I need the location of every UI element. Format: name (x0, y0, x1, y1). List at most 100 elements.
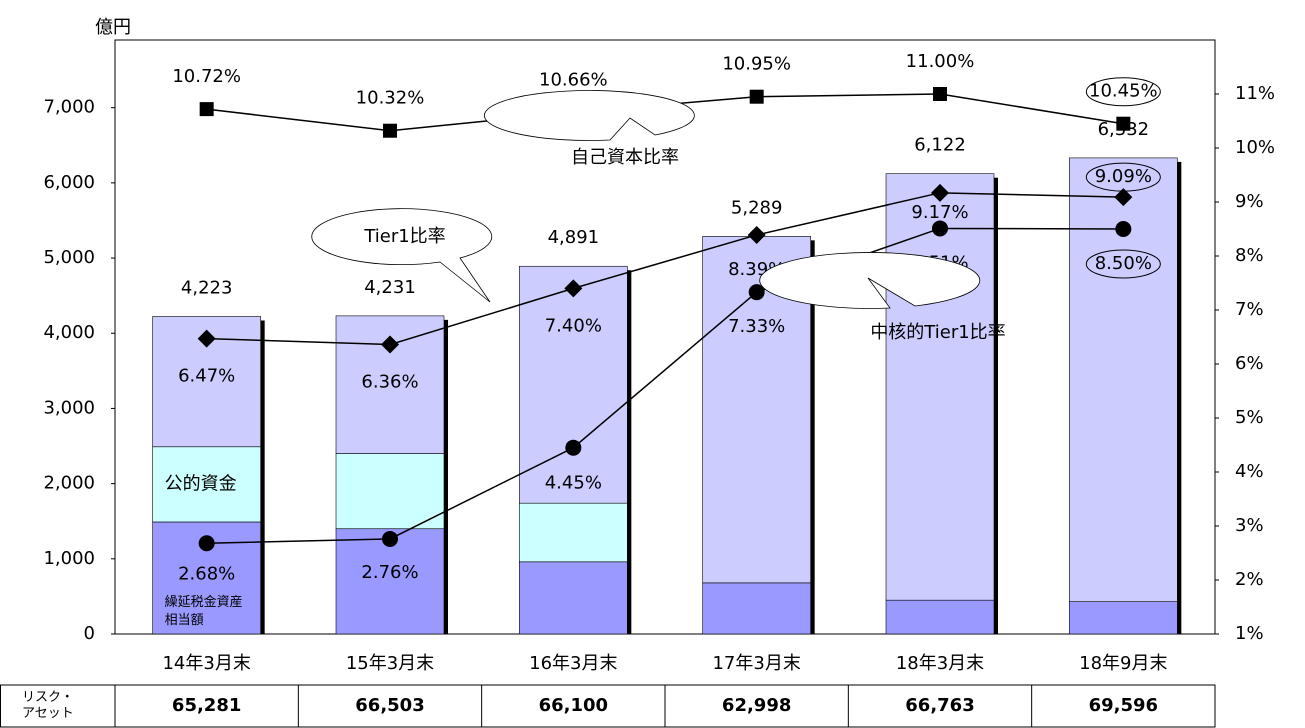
marker (747, 225, 766, 244)
y2-tick-label: 10% (1235, 137, 1275, 158)
marker (1116, 116, 1131, 131)
marker (1115, 221, 1132, 237)
table-header-line: アセット (22, 706, 74, 721)
value-label: 6.36% (361, 372, 418, 393)
marker (381, 335, 399, 354)
series-callout: Tier1比率 (363, 226, 445, 247)
series-callout: 自己資本比率 (571, 147, 679, 168)
value-label: 10.66% (539, 69, 608, 90)
value-label: 8.50% (1095, 253, 1152, 274)
y-tick-label: 6,000 (43, 172, 95, 193)
label-circle (1085, 162, 1161, 192)
y2-tick-label: 7% (1235, 299, 1264, 320)
segment-label: 公的資金 (165, 473, 237, 494)
value-label: 10.72% (172, 66, 241, 87)
marker (199, 102, 214, 117)
y2-tick-label: 2% (1235, 569, 1264, 590)
x-tick-label: 18年3月末 (896, 653, 984, 674)
y2-tick-label: 8% (1235, 245, 1264, 266)
marker (933, 87, 947, 101)
value-label: 7.40% (545, 315, 602, 336)
y-tick-label: 1,000 (43, 548, 95, 569)
bar-segment (152, 446, 261, 523)
total-label: 4,223 (181, 277, 233, 298)
total-label: 4,231 (364, 277, 416, 298)
x-tick-label: 17年3月末 (712, 653, 800, 674)
bar-shadow (260, 320, 265, 634)
value-label: 2.68% (178, 563, 235, 584)
bar-shadow (444, 319, 448, 634)
marker (748, 284, 765, 301)
marker (383, 123, 397, 138)
line (206, 227, 1124, 545)
value-label: 9.09% (1095, 166, 1152, 187)
value-label: 4.45% (545, 473, 602, 494)
x-tick-label: 18年9月末 (1079, 653, 1167, 674)
y2-tick-label: 11% (1235, 83, 1275, 104)
label-circle (1085, 77, 1161, 107)
bar-segment (1069, 601, 1178, 635)
table-cell: 62,998 (722, 695, 791, 716)
bar-segment (519, 502, 628, 563)
table-cell: 66,100 (539, 695, 608, 716)
value-label: 10.95% (722, 54, 791, 75)
value-label: 11.00% (906, 51, 975, 72)
marker (1114, 188, 1133, 207)
marker (932, 220, 948, 237)
y2-tick-label: 1% (1235, 623, 1264, 644)
table-cell: 69,596 (1089, 695, 1158, 716)
y2-tick-label: 5% (1235, 407, 1264, 428)
bar-shadow (1177, 161, 1182, 635)
value-label: 7.33% (728, 316, 785, 337)
line (206, 192, 1124, 346)
marker (749, 89, 764, 104)
table-cell: 66,503 (355, 695, 424, 716)
table-header: リスク・アセット (22, 690, 74, 721)
y-unit: 億円 (95, 17, 131, 38)
bar-shadow (994, 177, 998, 634)
bar-segment (885, 173, 995, 601)
x-tick-label: 14年3月末 (162, 653, 250, 674)
marker (564, 279, 583, 298)
bar-shadow (627, 270, 632, 634)
y2-tick-label: 6% (1235, 353, 1264, 374)
bar-segment (519, 561, 628, 635)
y-tick-label: 2,000 (43, 473, 95, 494)
table-header-line: リスク・ (22, 690, 74, 705)
x-tick-label: 16年3月末 (529, 653, 617, 674)
total-label: 6,122 (914, 135, 966, 156)
table-border (0, 684, 1216, 728)
bar-segment (702, 582, 811, 635)
callouts (311, 90, 981, 309)
total-label: 5,289 (731, 197, 783, 218)
callout-shape (759, 252, 981, 309)
y2-tick-label: 4% (1235, 461, 1264, 482)
y2-tick-label: 3% (1235, 515, 1264, 536)
marker (198, 535, 215, 552)
segment-label: 繰延税金資産相当額 (165, 594, 243, 628)
bar-shadow (810, 240, 815, 635)
plot-area (114, 39, 1216, 635)
value-label: 10.45% (1089, 81, 1158, 102)
bar-segment (335, 453, 445, 530)
y-tick-label: 0 (84, 623, 95, 644)
x-tick-label: 15年3月末 (346, 653, 434, 674)
segment-label-line: 繰延税金資産 (165, 594, 243, 610)
table-cell: 66,763 (905, 695, 974, 716)
value-label: 6.47% (178, 366, 235, 387)
table-cell: 65,281 (172, 695, 241, 716)
callout-shape (311, 208, 493, 303)
y-tick-label: 4,000 (43, 322, 95, 343)
bar-segment (519, 265, 628, 504)
callout-shape (483, 90, 695, 141)
series-callout: 中核的Tier1比率 (870, 322, 1005, 343)
bar-segment (885, 599, 995, 635)
value-label: 2.76% (361, 562, 418, 583)
value-label: 9.17% (911, 202, 968, 223)
marker (565, 439, 582, 456)
label-circle (1085, 249, 1161, 279)
total-label: 4,891 (548, 227, 600, 248)
marker (931, 183, 949, 202)
y-tick-label: 7,000 (43, 97, 95, 118)
